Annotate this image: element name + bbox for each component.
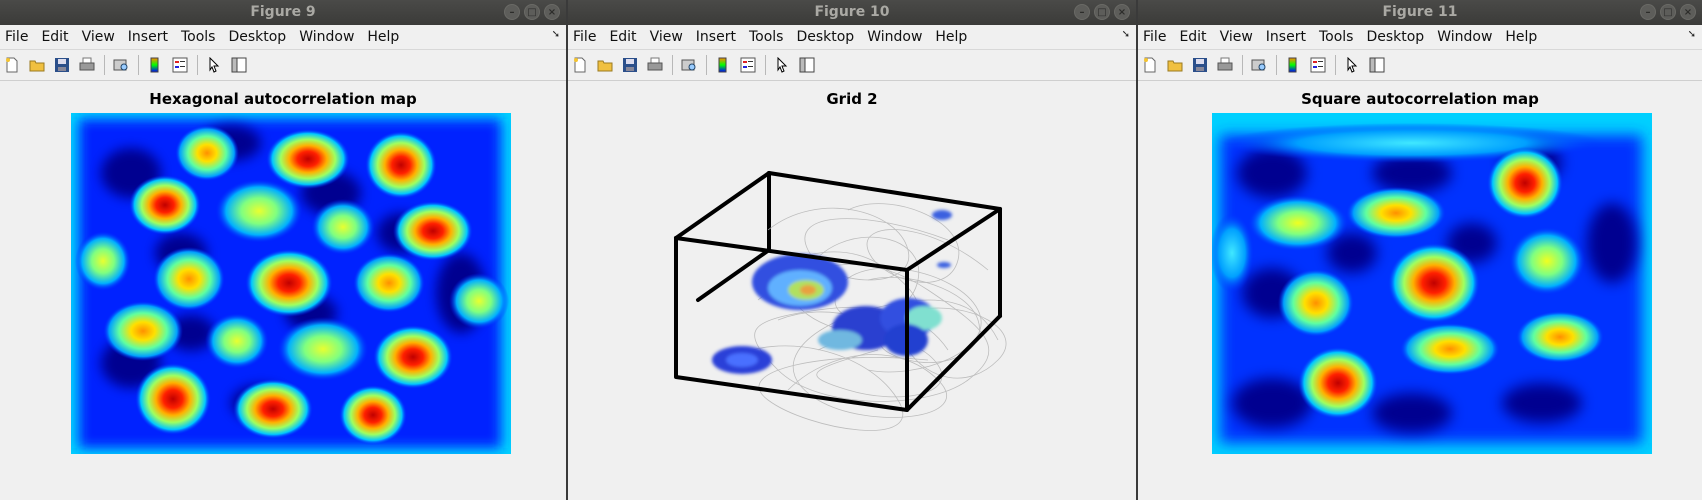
menu-tools[interactable]: Tools <box>180 29 216 45</box>
menu-tools[interactable]: Tools <box>1318 29 1354 45</box>
titlebar[interactable]: Figure 9 – □ × <box>0 0 566 25</box>
menu-insert[interactable]: Insert <box>695 29 736 45</box>
open-folder-icon[interactable] <box>595 55 615 75</box>
place-fields <box>712 210 952 374</box>
menu-file[interactable]: File <box>5 29 29 45</box>
minimize-icon[interactable]: – <box>1074 4 1090 20</box>
menubar: File Edit View Insert Tools Desktop Wind… <box>1138 25 1702 50</box>
toolbar <box>1138 50 1702 81</box>
new-file-icon[interactable] <box>2 55 22 75</box>
titlebar[interactable]: Figure 10 – □ × <box>568 0 1136 25</box>
menu-insert[interactable]: Insert <box>1265 29 1306 45</box>
menu-window[interactable]: Window <box>299 29 355 45</box>
menu-edit[interactable]: Edit <box>41 29 69 45</box>
legend-icon[interactable] <box>1308 55 1328 75</box>
save-icon[interactable] <box>52 55 72 75</box>
colorbar-icon[interactable] <box>145 55 165 75</box>
close-icon[interactable]: × <box>1114 4 1130 20</box>
maximize-icon[interactable]: □ <box>524 4 540 20</box>
print-preview-icon[interactable] <box>679 55 699 75</box>
pointer-icon[interactable] <box>204 55 224 75</box>
window-title: Figure 9 <box>250 4 316 20</box>
new-file-icon[interactable] <box>1140 55 1160 75</box>
legend-icon[interactable] <box>738 55 758 75</box>
menu-file[interactable]: File <box>573 29 597 45</box>
menu-edit[interactable]: Edit <box>609 29 637 45</box>
minimize-icon[interactable]: – <box>504 4 520 20</box>
menu-edit[interactable]: Edit <box>1179 29 1207 45</box>
menu-help[interactable]: Help <box>1505 29 1538 45</box>
open-folder-icon[interactable] <box>1165 55 1185 75</box>
print-icon[interactable] <box>645 55 665 75</box>
figure-window-11[interactable]: Figure 11 – □ × File Edit View Insert To… <box>1136 0 1702 500</box>
new-file-icon[interactable] <box>570 55 590 75</box>
menu-tools[interactable]: Tools <box>748 29 784 45</box>
figure-window-9[interactable]: Figure 9 – □ × File Edit View Insert Too… <box>0 0 566 500</box>
window-title: Figure 10 <box>814 4 890 20</box>
menu-help[interactable]: Help <box>367 29 400 45</box>
menubar: File Edit View Insert Tools Desktop Wind… <box>0 25 566 50</box>
dock-arrow-icon[interactable]: ➘ <box>551 29 560 40</box>
menu-view[interactable]: View <box>1219 29 1253 45</box>
menu-desktop[interactable]: Desktop <box>796 29 855 45</box>
pointer-icon[interactable] <box>1342 55 1362 75</box>
plot-title: Hexagonal autocorrelation map <box>149 90 417 108</box>
maximize-icon[interactable]: □ <box>1094 4 1110 20</box>
colorbar-icon[interactable] <box>1283 55 1303 75</box>
menu-insert[interactable]: Insert <box>127 29 168 45</box>
menu-help[interactable]: Help <box>935 29 968 45</box>
plot-title: Grid 2 <box>826 90 878 108</box>
property-editor-icon[interactable] <box>797 55 817 75</box>
close-icon[interactable]: × <box>544 4 560 20</box>
print-preview-icon[interactable] <box>1249 55 1269 75</box>
dock-arrow-icon[interactable]: ➘ <box>1121 29 1130 40</box>
window-title: Figure 11 <box>1382 4 1458 20</box>
print-icon[interactable] <box>77 55 97 75</box>
menubar: File Edit View Insert Tools Desktop Wind… <box>568 25 1136 50</box>
property-editor-icon[interactable] <box>1367 55 1387 75</box>
grid-3d-plot[interactable] <box>668 150 1068 460</box>
titlebar[interactable]: Figure 11 – □ × <box>1138 0 1702 25</box>
menu-desktop[interactable]: Desktop <box>228 29 287 45</box>
menu-window[interactable]: Window <box>1437 29 1493 45</box>
square-autocorrelation-heatmap[interactable] <box>1212 113 1652 454</box>
save-icon[interactable] <box>620 55 640 75</box>
pointer-icon[interactable] <box>772 55 792 75</box>
print-preview-icon[interactable] <box>111 55 131 75</box>
hexagonal-autocorrelation-heatmap[interactable] <box>71 113 511 454</box>
minimize-icon[interactable]: – <box>1640 4 1656 20</box>
menu-view[interactable]: View <box>649 29 683 45</box>
figure-window-10[interactable]: Figure 10 – □ × File Edit View Insert To… <box>566 0 1136 500</box>
print-icon[interactable] <box>1215 55 1235 75</box>
toolbar <box>0 50 566 81</box>
colorbar-icon[interactable] <box>713 55 733 75</box>
menu-window[interactable]: Window <box>867 29 923 45</box>
dock-arrow-icon[interactable]: ➘ <box>1687 29 1696 40</box>
toolbar <box>568 50 1136 81</box>
menu-view[interactable]: View <box>81 29 115 45</box>
maximize-icon[interactable]: □ <box>1660 4 1676 20</box>
plot-title: Square autocorrelation map <box>1301 90 1539 108</box>
menu-desktop[interactable]: Desktop <box>1366 29 1425 45</box>
save-icon[interactable] <box>1190 55 1210 75</box>
menu-file[interactable]: File <box>1143 29 1167 45</box>
open-folder-icon[interactable] <box>27 55 47 75</box>
close-icon[interactable]: × <box>1680 4 1696 20</box>
legend-icon[interactable] <box>170 55 190 75</box>
property-editor-icon[interactable] <box>229 55 249 75</box>
